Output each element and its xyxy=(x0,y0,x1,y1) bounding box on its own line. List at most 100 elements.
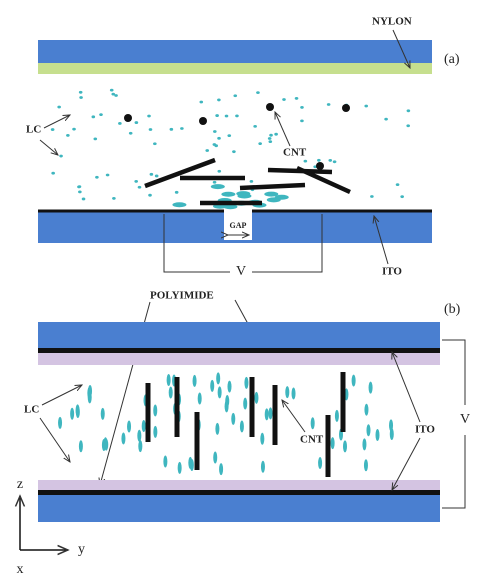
particle xyxy=(213,451,218,464)
particle xyxy=(88,385,93,398)
particle xyxy=(217,98,221,102)
circuit xyxy=(163,214,230,273)
panel-tag: (b) xyxy=(444,302,461,317)
particle xyxy=(375,428,380,441)
particle xyxy=(91,115,96,119)
particle xyxy=(316,162,324,170)
particle xyxy=(109,88,114,92)
particle xyxy=(268,407,273,420)
particle xyxy=(395,183,400,187)
particle xyxy=(112,197,116,200)
particle xyxy=(227,134,232,138)
arrow xyxy=(392,352,421,423)
particle xyxy=(50,128,55,131)
particle xyxy=(124,114,132,122)
particle xyxy=(154,174,159,178)
particle xyxy=(66,133,70,137)
particle xyxy=(282,98,286,101)
particle xyxy=(334,409,339,422)
particle xyxy=(244,376,249,389)
particle xyxy=(77,185,81,189)
arrow xyxy=(374,216,389,265)
particle xyxy=(169,127,174,131)
particle xyxy=(368,381,373,394)
substrate xyxy=(38,495,440,522)
particle xyxy=(174,190,179,194)
particle xyxy=(330,437,335,450)
arrow xyxy=(392,437,421,490)
particle xyxy=(166,373,171,386)
particle xyxy=(118,122,122,125)
polyimide-label: POLYIMIDE xyxy=(150,290,214,302)
particle xyxy=(78,90,83,94)
particle xyxy=(128,131,133,135)
particle xyxy=(268,140,273,143)
particle xyxy=(406,109,411,113)
particle xyxy=(274,132,278,136)
cnt-bars xyxy=(145,372,346,477)
particle xyxy=(70,407,75,420)
particle xyxy=(232,150,236,154)
polyimide-layer xyxy=(38,353,440,365)
particle xyxy=(210,184,225,190)
particle xyxy=(147,114,151,118)
particle xyxy=(153,404,158,417)
particle xyxy=(267,137,272,140)
circuit xyxy=(442,435,466,509)
particle xyxy=(223,204,238,210)
ito-label: ITO xyxy=(415,424,435,436)
particle xyxy=(351,374,356,387)
voltage-label: V xyxy=(460,412,470,427)
particle xyxy=(81,197,86,201)
particle xyxy=(153,142,157,146)
particle xyxy=(366,424,371,437)
particle xyxy=(227,380,232,393)
particle xyxy=(163,455,168,468)
nylon-label: NYLON xyxy=(372,16,412,28)
particle xyxy=(168,386,173,399)
nylon-layer xyxy=(38,63,432,74)
voltage-label: V xyxy=(236,264,246,279)
particle xyxy=(256,91,260,95)
particle xyxy=(266,103,274,111)
particle xyxy=(236,191,251,197)
particle xyxy=(400,195,404,199)
particle xyxy=(212,143,217,146)
particle xyxy=(134,179,138,183)
particle xyxy=(291,387,296,400)
particle xyxy=(205,149,210,152)
circuit xyxy=(442,339,466,405)
particle xyxy=(285,386,290,399)
particle xyxy=(127,420,132,433)
particle xyxy=(260,432,265,445)
circuit xyxy=(252,214,323,273)
particle xyxy=(103,437,108,450)
particle xyxy=(188,456,193,469)
particle xyxy=(210,379,215,392)
arrow xyxy=(392,29,410,68)
particle xyxy=(180,127,184,130)
particle xyxy=(243,397,248,410)
particle xyxy=(364,403,369,416)
particle xyxy=(269,133,273,137)
particle xyxy=(137,429,142,442)
particle xyxy=(141,420,146,433)
particle xyxy=(216,372,221,385)
axis-label: z xyxy=(17,477,23,492)
decor xyxy=(50,88,411,476)
particle xyxy=(260,460,265,473)
particle xyxy=(177,461,182,474)
particle xyxy=(384,117,388,121)
cnt-bars xyxy=(144,157,351,206)
particle xyxy=(51,171,55,175)
particle xyxy=(197,392,202,405)
particle xyxy=(363,459,368,472)
particle xyxy=(233,94,238,98)
particle xyxy=(58,416,63,429)
particle xyxy=(258,142,262,145)
particle xyxy=(300,119,304,123)
particle xyxy=(343,440,348,453)
particle xyxy=(332,160,337,164)
particle xyxy=(231,412,236,425)
particle xyxy=(239,420,244,433)
